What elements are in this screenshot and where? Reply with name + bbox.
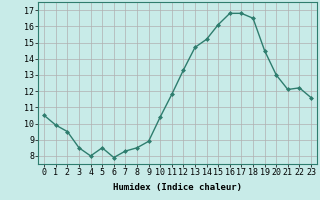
X-axis label: Humidex (Indice chaleur): Humidex (Indice chaleur)	[113, 183, 242, 192]
